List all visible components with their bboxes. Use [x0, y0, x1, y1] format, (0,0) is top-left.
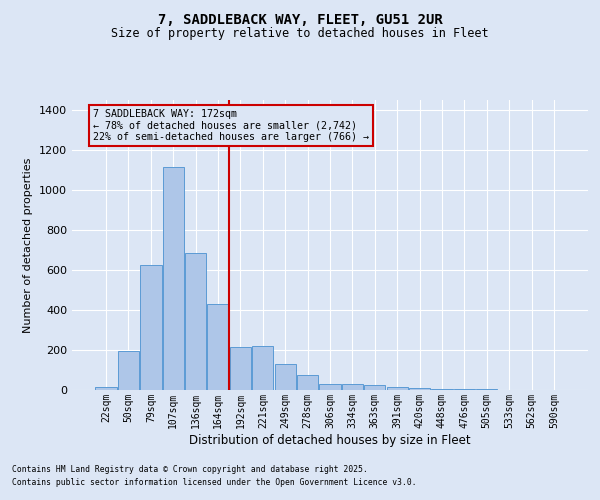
Bar: [319, 384, 341, 390]
Bar: [230, 347, 251, 390]
Bar: [185, 253, 206, 390]
Bar: [95, 387, 117, 390]
X-axis label: Distribution of detached houses by size in Fleet: Distribution of detached houses by size …: [189, 434, 471, 446]
Bar: [364, 385, 385, 390]
Bar: [386, 387, 408, 390]
Bar: [297, 375, 318, 390]
Bar: [342, 384, 363, 390]
Bar: [208, 304, 229, 390]
Bar: [454, 389, 475, 390]
Bar: [431, 389, 452, 390]
Bar: [140, 265, 161, 390]
Bar: [252, 346, 274, 390]
Text: 7, SADDLEBACK WAY, FLEET, GU51 2UR: 7, SADDLEBACK WAY, FLEET, GU51 2UR: [158, 12, 442, 26]
Text: Contains HM Land Registry data © Crown copyright and database right 2025.: Contains HM Land Registry data © Crown c…: [12, 466, 368, 474]
Y-axis label: Number of detached properties: Number of detached properties: [23, 158, 34, 332]
Text: Contains public sector information licensed under the Open Government Licence v3: Contains public sector information licen…: [12, 478, 416, 487]
Text: Size of property relative to detached houses in Fleet: Size of property relative to detached ho…: [111, 28, 489, 40]
Bar: [118, 351, 139, 390]
Text: 7 SADDLEBACK WAY: 172sqm
← 78% of detached houses are smaller (2,742)
22% of sem: 7 SADDLEBACK WAY: 172sqm ← 78% of detach…: [92, 108, 368, 142]
Bar: [275, 364, 296, 390]
Bar: [163, 167, 184, 390]
Bar: [409, 388, 430, 390]
